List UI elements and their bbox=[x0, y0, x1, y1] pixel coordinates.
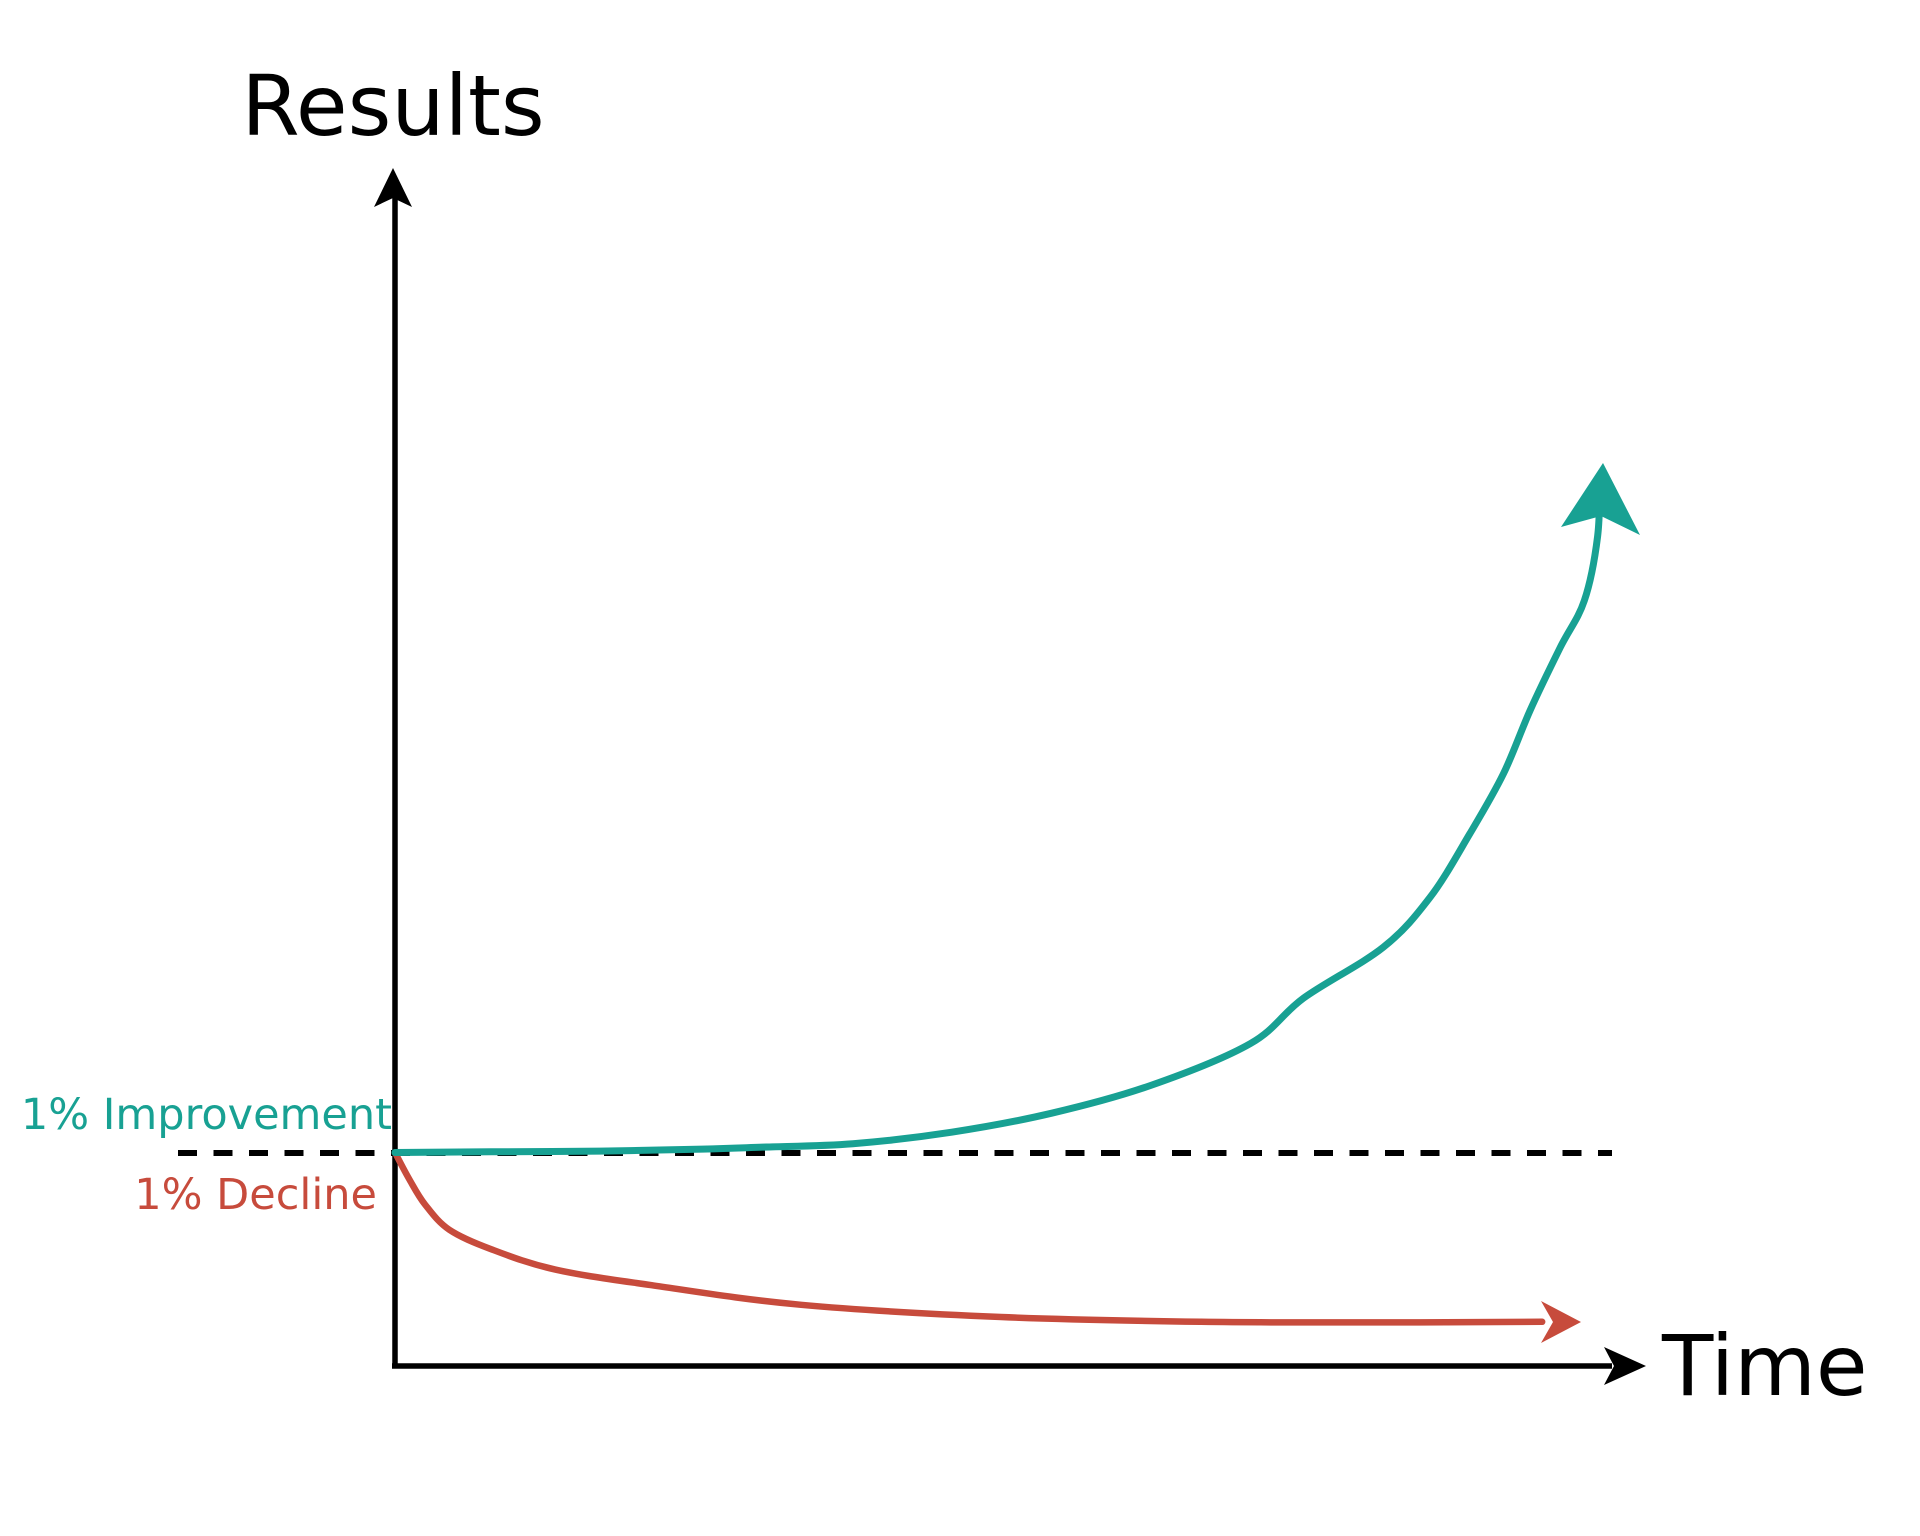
improvement-arrowhead-icon bbox=[1561, 463, 1640, 535]
improvement-label: 1% Improvement bbox=[20, 1090, 392, 1140]
decline-arrowhead-icon bbox=[1541, 1301, 1581, 1343]
decline-curve bbox=[391, 1149, 1546, 1326]
x-axis-arrowhead-icon bbox=[1604, 1347, 1646, 1385]
improvement-curve bbox=[391, 472, 1604, 1156]
decline-label: 1% Decline bbox=[134, 1170, 377, 1220]
y-axis-arrowhead-icon bbox=[374, 168, 412, 207]
x-axis-title: Time bbox=[1662, 1317, 1868, 1415]
y-axis-title: Results bbox=[241, 57, 545, 155]
